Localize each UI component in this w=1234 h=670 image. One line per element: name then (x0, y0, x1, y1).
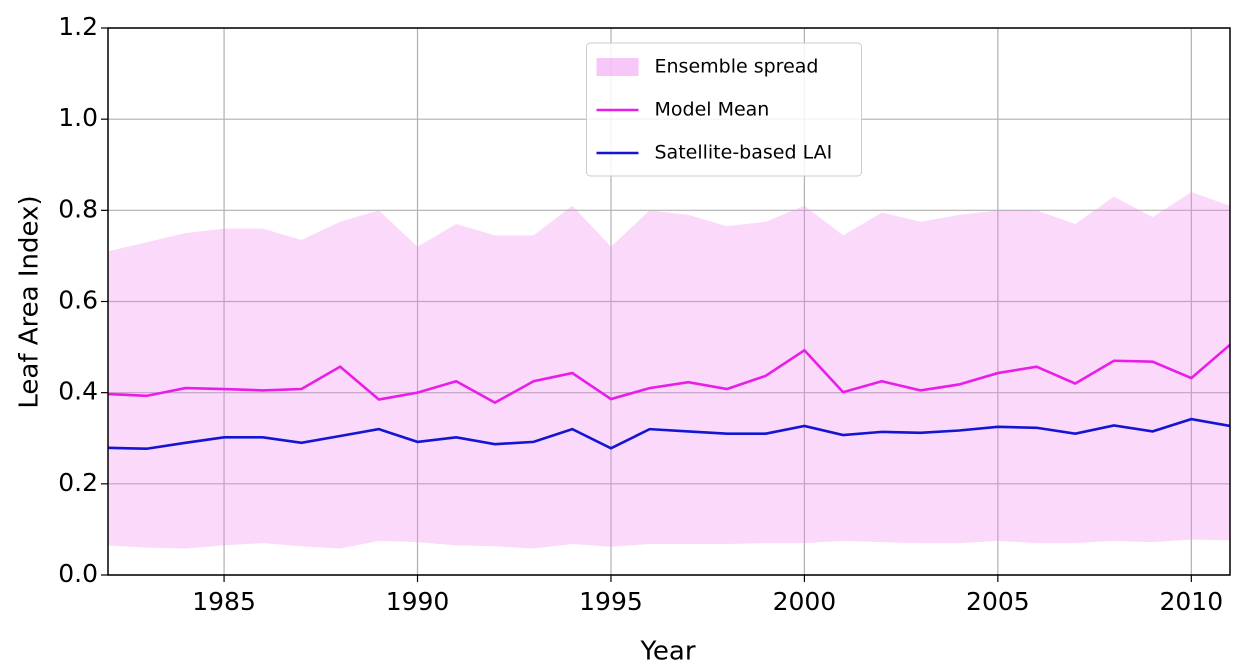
y-tick-label: 0.4 (58, 377, 98, 406)
y-tick-label: 0.2 (58, 468, 98, 497)
x-tick-label: 2005 (966, 587, 1030, 616)
plot-frame (107, 27, 1231, 576)
y-tick-label: 0.8 (58, 194, 98, 223)
y-tick-label: 1.2 (58, 12, 98, 41)
legend: Ensemble spread Model Mean Satellite-based… (586, 42, 862, 177)
x-tick-label: 2010 (1159, 587, 1223, 616)
series-line (107, 417, 1231, 451)
legend-label: Satellite-based LAI (655, 142, 833, 164)
x-tick-label: 1995 (579, 587, 643, 616)
legend-patch (596, 58, 639, 76)
x-axis-label: Year (639, 637, 695, 667)
y-axis-label: Leaf Area Index) (15, 195, 45, 408)
y-tick-label: 0.6 (58, 286, 98, 315)
series-line (107, 343, 1231, 405)
y-tick-label: 1.0 (58, 103, 98, 132)
y-tick-label: 0.0 (58, 559, 98, 588)
legend-label: Model Mean (655, 99, 770, 121)
x-tick-label: 1985 (192, 587, 256, 616)
spread-area (108, 192, 1230, 549)
x-tick-label: 1990 (386, 587, 450, 616)
legend-box (586, 42, 862, 177)
x-tick-label: 2000 (773, 587, 837, 616)
legend-label: Ensemble spread (655, 56, 819, 78)
